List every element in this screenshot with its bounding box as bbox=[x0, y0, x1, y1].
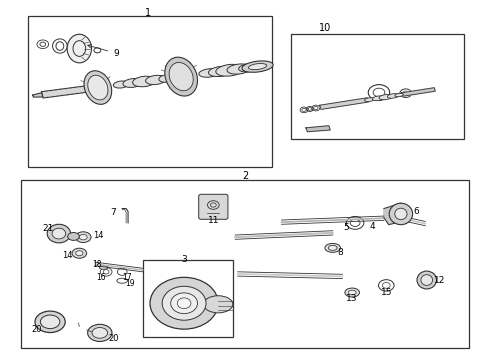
Text: 8: 8 bbox=[338, 248, 343, 257]
Text: 6: 6 bbox=[414, 207, 419, 216]
Ellipse shape bbox=[165, 57, 197, 96]
Bar bbox=[21, 180, 469, 348]
Ellipse shape bbox=[199, 69, 219, 77]
Text: 20: 20 bbox=[31, 325, 42, 334]
Text: 14: 14 bbox=[62, 251, 73, 260]
Text: 3: 3 bbox=[181, 255, 187, 264]
Text: 14: 14 bbox=[93, 231, 103, 240]
Ellipse shape bbox=[328, 246, 337, 250]
Text: 11: 11 bbox=[208, 216, 219, 225]
Text: 4: 4 bbox=[370, 222, 375, 231]
Ellipse shape bbox=[79, 234, 87, 240]
Text: 17: 17 bbox=[122, 273, 132, 282]
Ellipse shape bbox=[203, 296, 233, 313]
Ellipse shape bbox=[133, 76, 156, 87]
Ellipse shape bbox=[216, 64, 244, 76]
Ellipse shape bbox=[67, 34, 92, 63]
Ellipse shape bbox=[388, 94, 399, 98]
Ellipse shape bbox=[40, 315, 60, 329]
Text: 10: 10 bbox=[319, 23, 332, 33]
Ellipse shape bbox=[146, 75, 166, 85]
Bar bbox=[143, 260, 233, 337]
Polygon shape bbox=[320, 98, 368, 109]
Text: 13: 13 bbox=[346, 294, 358, 303]
Ellipse shape bbox=[123, 78, 142, 87]
Polygon shape bbox=[402, 88, 435, 96]
Ellipse shape bbox=[171, 293, 197, 314]
Ellipse shape bbox=[88, 324, 112, 342]
Ellipse shape bbox=[348, 290, 356, 295]
Ellipse shape bbox=[395, 93, 403, 97]
Ellipse shape bbox=[177, 298, 191, 309]
Text: 20: 20 bbox=[108, 334, 119, 343]
Ellipse shape bbox=[35, 311, 65, 333]
Ellipse shape bbox=[227, 64, 251, 74]
Text: 1: 1 bbox=[145, 8, 150, 18]
Ellipse shape bbox=[417, 271, 437, 289]
Text: 2: 2 bbox=[242, 171, 248, 181]
Ellipse shape bbox=[248, 63, 267, 70]
Ellipse shape bbox=[379, 94, 392, 100]
Text: 5: 5 bbox=[343, 222, 349, 231]
Polygon shape bbox=[248, 64, 258, 70]
Ellipse shape bbox=[389, 203, 413, 225]
Ellipse shape bbox=[395, 208, 407, 220]
FancyBboxPatch shape bbox=[199, 194, 228, 219]
Ellipse shape bbox=[75, 232, 91, 243]
Text: 18: 18 bbox=[93, 260, 102, 269]
Ellipse shape bbox=[72, 248, 87, 258]
Ellipse shape bbox=[169, 63, 193, 91]
Ellipse shape bbox=[325, 243, 341, 252]
Ellipse shape bbox=[345, 288, 360, 297]
Polygon shape bbox=[384, 203, 406, 225]
Ellipse shape bbox=[99, 266, 108, 269]
Ellipse shape bbox=[365, 98, 374, 102]
Text: 7: 7 bbox=[111, 208, 116, 217]
Bar bbox=[28, 16, 272, 167]
Text: 19: 19 bbox=[126, 279, 135, 288]
Text: 9: 9 bbox=[88, 45, 119, 58]
Ellipse shape bbox=[159, 75, 176, 82]
Ellipse shape bbox=[372, 96, 384, 101]
Ellipse shape bbox=[242, 61, 273, 72]
Ellipse shape bbox=[421, 275, 433, 285]
Ellipse shape bbox=[208, 66, 233, 77]
Bar bbox=[291, 33, 464, 139]
Polygon shape bbox=[167, 75, 179, 81]
Ellipse shape bbox=[239, 64, 258, 72]
Ellipse shape bbox=[113, 81, 129, 88]
Ellipse shape bbox=[92, 328, 108, 338]
Ellipse shape bbox=[162, 286, 206, 320]
Ellipse shape bbox=[68, 233, 79, 240]
Text: 21: 21 bbox=[42, 224, 53, 233]
Ellipse shape bbox=[150, 277, 218, 329]
Text: 12: 12 bbox=[434, 276, 445, 285]
Text: 16: 16 bbox=[97, 273, 106, 282]
Ellipse shape bbox=[75, 251, 83, 256]
Ellipse shape bbox=[84, 71, 112, 104]
Polygon shape bbox=[306, 126, 330, 132]
Ellipse shape bbox=[52, 228, 66, 239]
Text: 15: 15 bbox=[381, 288, 392, 297]
Polygon shape bbox=[33, 93, 43, 97]
Polygon shape bbox=[42, 85, 97, 98]
Ellipse shape bbox=[47, 224, 71, 243]
Ellipse shape bbox=[88, 75, 108, 100]
